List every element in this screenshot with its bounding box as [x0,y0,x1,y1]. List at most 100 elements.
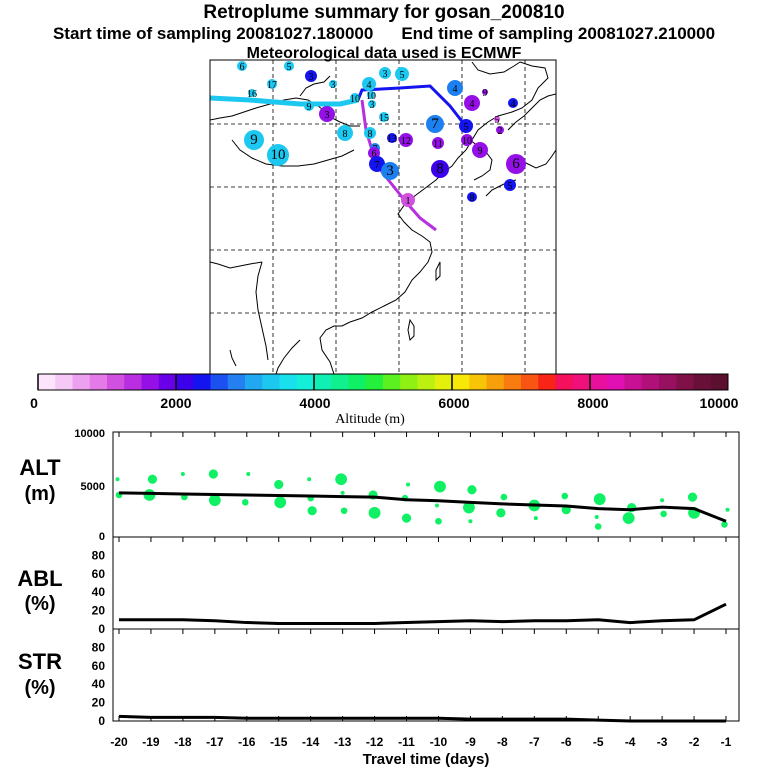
trajectory-marker: 17 [267,79,277,91]
colorbar-swatch [279,374,298,390]
x-axis-label: Travel time (days) [363,751,490,768]
alt-point [725,507,730,512]
colorbar-swatch [710,374,729,390]
marker-label: 1 [406,196,411,207]
colorbar-swatch [55,374,73,390]
colorbar-swatch [486,374,505,390]
alt-point [241,499,249,506]
alt-point [368,506,381,519]
abl-panel: ABL (%) 80 60 40 20 0 [17,536,740,636]
alt-point [434,480,446,493]
marker-label: 9 [307,102,312,113]
marker-label: 5 [287,62,292,73]
alt-point [406,482,411,487]
colorbar-tick-0: 0 [30,395,38,411]
trajectory-marker: 8 [467,192,477,204]
x-tick: -20 [110,735,128,749]
map-geography: 6516173343541093310815494755910871312111… [210,60,556,374]
trajectory-marker: 10 [350,93,360,105]
colorbar-swatch [452,374,470,390]
colorbar-swatch [607,374,625,390]
alt-unit: (m) [24,483,55,505]
colorbar-ticks: 0 2000 4000 6000 8000 10000 [30,395,739,411]
x-tick: -17 [206,735,224,749]
alt-point [208,494,221,507]
alt-point [594,515,599,520]
trajectory-marker: 1 [401,193,415,207]
marker-label: 3 [309,72,314,83]
alt-mean-line [118,491,727,523]
alt-point [660,510,667,518]
sampling-times: Start time of sampling 20081027.180000 En… [0,24,768,44]
altitude-colorbar [37,374,729,390]
alt-point [660,498,665,503]
abl-yticks: 80 60 40 20 0 [92,548,106,636]
colorbar-swatch [521,374,539,390]
trajectory-marker: 8 [337,125,353,141]
marker-label: 3 [383,69,388,80]
colorbar-swatch [590,374,608,390]
colorbar-swatch [555,374,574,390]
alt-label: ALT [19,455,61,480]
colorbar-tick-4000: 4000 [299,395,330,411]
marker-label: 3 [386,163,394,179]
met-data-label: Meteorological data used is ECMWF [246,45,522,62]
colorbar-swatch [210,374,229,390]
colorbar-swatch [314,374,332,390]
trajectory-marker: 3 [305,70,317,83]
trajectory-marker: 3 [319,106,335,122]
marker-label: 2 [498,126,503,137]
marker-label: 12 [401,136,411,147]
alt-point [533,516,538,521]
trajectory-marker: 4 [447,80,463,96]
alt-point [434,503,439,508]
marker-label: 8 [368,129,373,140]
x-tick: -4 [625,735,636,749]
colorbar-swatch [193,374,211,390]
colorbar-swatch [693,374,712,390]
alt-point [622,512,635,524]
alt-point [593,493,606,506]
colorbar-swatch [572,374,591,390]
marker-label: 9 [250,132,258,148]
trajectory-marker: 9 [482,88,488,99]
colorbar-swatch [72,374,91,390]
colorbar-label: Altitude (m) [335,412,405,427]
colorbar-tick-8000: 8000 [577,395,608,411]
alt-point [147,474,158,484]
trajectory-marker: 15 [379,112,389,124]
trajectory-marker: 12 [399,133,413,147]
colorbar-swatch [331,374,349,390]
x-tick: -16 [238,735,256,749]
marker-label: 4 [453,84,458,95]
marker-label: 6 [512,156,520,172]
colorbar-swatch [141,374,160,390]
marker-label: 3 [325,110,330,121]
trajectory-marker: 5 [504,179,516,192]
alt-point [335,473,348,486]
alt-point [467,485,477,495]
alt-point [307,477,312,482]
marker-label: 7 [431,116,439,132]
trajectory-marker: 2 [496,126,504,137]
str-yticks: 80 60 40 20 0 [92,640,106,728]
alt-point [468,519,473,524]
alt-ytick-0: 0 [99,531,105,543]
alt-point [340,507,348,515]
marker-label: 17 [267,80,277,91]
colorbar-swatch [296,374,315,390]
y-tick: 40 [92,585,106,599]
alt-ytick-10000: 10000 [74,428,105,440]
marker-label: 3 [331,80,336,91]
chart-title: Retroplume summary for gosan_200810 [203,2,565,23]
alt-point [340,490,345,495]
marker-label: 9 [478,146,483,157]
colorbar-swatch [676,374,694,390]
marker-label: 3 [370,100,375,111]
marker-label: 8 [436,161,444,177]
y-tick: 0 [98,714,105,728]
alt-point [500,493,508,501]
marker-label: 16 [247,89,257,100]
x-tick: -9 [465,735,476,749]
colorbar-swatch [365,374,384,390]
